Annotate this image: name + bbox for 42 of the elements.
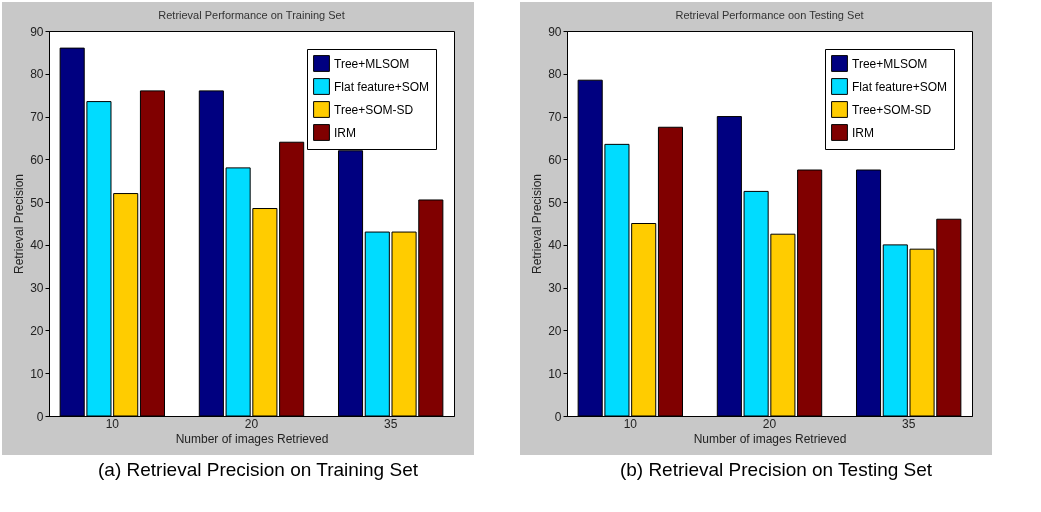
text: (b) Retrieval Precision on Testing Set xyxy=(618,459,934,481)
legend-label: Tree+MLSOM xyxy=(852,56,928,71)
text: (a) Retrieval Precision on Training Set xyxy=(97,459,419,481)
x-tick-label: 35 xyxy=(902,416,916,431)
y-tick-label: 70 xyxy=(30,110,44,125)
y-tick-label: 10 xyxy=(30,366,44,381)
y-tick-label: 40 xyxy=(548,238,562,253)
legend-label: Flat feature+SOM xyxy=(334,79,430,94)
x-tick-label: 10 xyxy=(105,416,120,431)
y-tick-label: 0 xyxy=(36,409,44,424)
y-tick-label: 10 xyxy=(548,366,562,381)
y-tick-label: 80 xyxy=(548,67,562,82)
y-tick-label: 60 xyxy=(548,152,562,167)
x-tick-label: 20 xyxy=(762,416,777,431)
y-tick-label: 90 xyxy=(30,24,44,39)
y-tick-label: 30 xyxy=(30,281,44,296)
legend-label: Tree+SOM-SD xyxy=(334,102,414,117)
y-axis-title: Retrieval Precision xyxy=(12,173,27,275)
chart-title: Retrieval Performance oon Testing Set xyxy=(675,9,864,21)
y-tick-label: 0 xyxy=(554,409,562,424)
legend-label: Tree+SOM-SD xyxy=(852,102,932,117)
y-tick-label: 60 xyxy=(30,152,44,167)
y-tick-label: 20 xyxy=(30,323,44,338)
x-tick-label: 10 xyxy=(623,416,638,431)
y-tick-label: 20 xyxy=(548,323,562,338)
chart-title: Retrieval Performance on Training Set xyxy=(158,9,345,21)
y-tick-label: 30 xyxy=(548,281,562,296)
x-tick-label: 20 xyxy=(244,416,259,431)
x-axis-title: Number of images Retrieved xyxy=(693,431,847,446)
x-tick-label: 35 xyxy=(384,416,398,431)
x-axis-title: Number of images Retrieved xyxy=(175,431,329,446)
y-tick-label: 50 xyxy=(548,195,562,210)
legend-label: Tree+MLSOM xyxy=(334,56,410,71)
legend-label: Flat feature+SOM xyxy=(852,79,948,94)
y-tick-label: 70 xyxy=(548,110,562,125)
y-tick-label: 90 xyxy=(548,24,562,39)
legend-label: IRM xyxy=(852,125,874,140)
y-axis-title: Retrieval Precision xyxy=(530,173,545,275)
y-tick-label: 40 xyxy=(30,238,44,253)
y-tick-label: 50 xyxy=(30,195,44,210)
legend-label: IRM xyxy=(334,125,356,140)
y-tick-label: 80 xyxy=(30,67,44,82)
